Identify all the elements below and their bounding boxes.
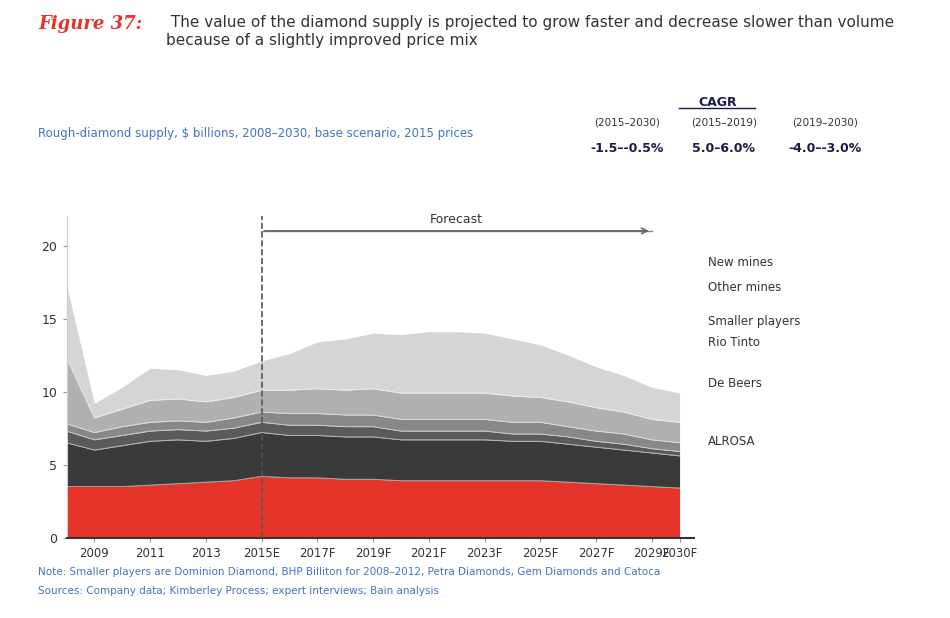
Text: Figure 37:: Figure 37: [38,15,142,33]
Text: (2019–2030): (2019–2030) [791,117,858,127]
Text: Forecast: Forecast [430,213,484,226]
Text: CAGR: CAGR [698,96,736,109]
Text: Rio Tinto: Rio Tinto [708,336,760,350]
Text: Sources: Company data; Kimberley Process; expert interviews; Bain analysis: Sources: Company data; Kimberley Process… [38,586,439,596]
Text: New mines: New mines [708,256,773,269]
Text: ALROSA: ALROSA [708,435,755,449]
Text: -1.5–-0.5%: -1.5–-0.5% [590,142,664,155]
Text: 5.0–6.0%: 5.0–6.0% [693,142,755,155]
Text: De Beers: De Beers [708,376,762,390]
Text: (2015–2030): (2015–2030) [594,117,660,127]
Text: (2015–2019): (2015–2019) [691,117,757,127]
Text: Rough-diamond supply, $ billions, 2008–2030, base scenario, 2015 prices: Rough-diamond supply, $ billions, 2008–2… [38,127,473,140]
Text: -4.0–-3.0%: -4.0–-3.0% [788,142,862,155]
Text: The value of the diamond supply is projected to grow faster and decrease slower : The value of the diamond supply is proje… [166,15,894,48]
Text: Note: Smaller players are Dominion Diamond, BHP Billiton for 2008–2012, Petra Di: Note: Smaller players are Dominion Diamo… [38,567,660,577]
Text: Other mines: Other mines [708,281,781,294]
Text: Smaller players: Smaller players [708,315,800,328]
